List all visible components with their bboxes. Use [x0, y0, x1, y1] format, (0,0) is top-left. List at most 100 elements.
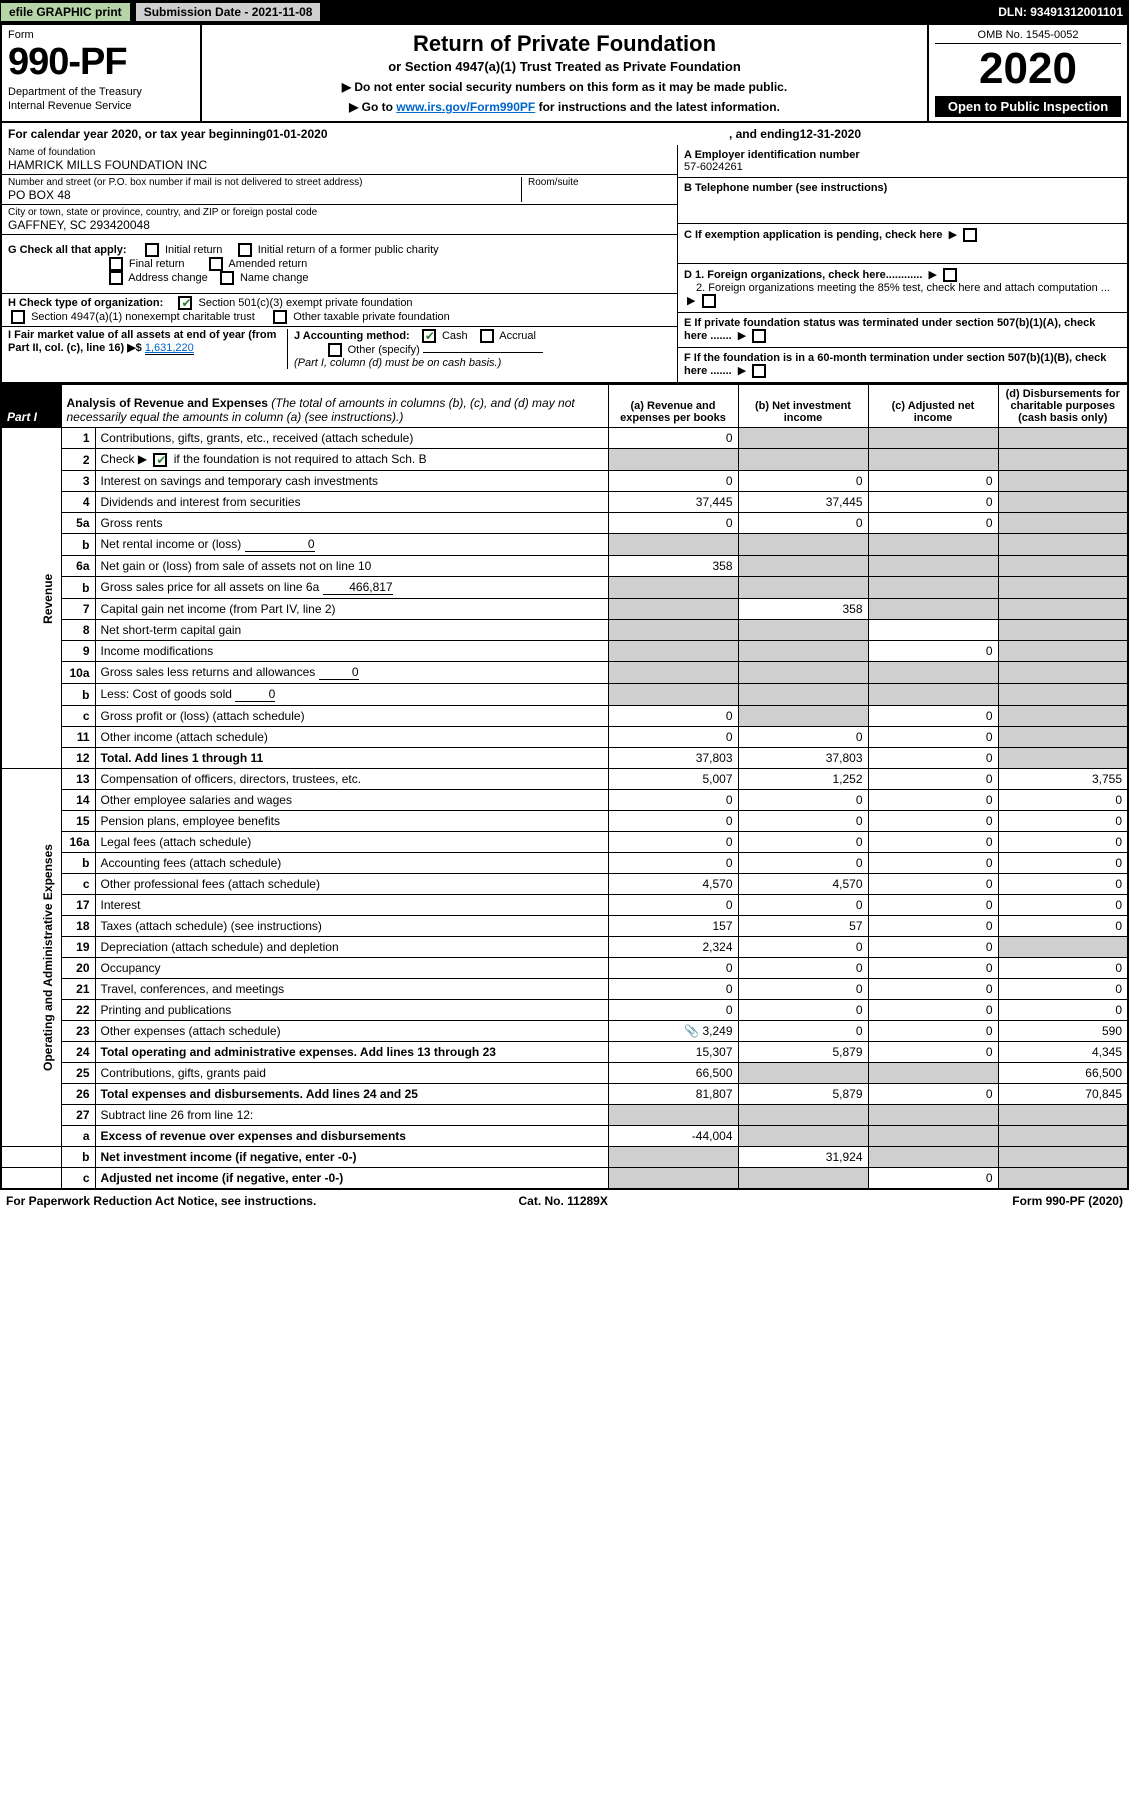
footer-left: For Paperwork Reduction Act Notice, see … [6, 1194, 316, 1208]
row-6a: 6aNet gain or (loss) from sale of assets… [1, 556, 1128, 577]
name-label: Name of foundation [8, 147, 671, 158]
row-11: 11Other income (attach schedule) 000 [1, 727, 1128, 748]
page: efile GRAPHIC print Submission Date - 20… [0, 0, 1129, 1212]
note-link: ▶ Go to www.irs.gov/Form990PF for instru… [212, 100, 917, 114]
a-label: A Employer identification number [684, 149, 860, 161]
calendar-year-row: For calendar year 2020, or tax year begi… [0, 123, 1129, 145]
calyear-pre: For calendar year 2020, or tax year begi… [8, 127, 266, 141]
header-left: Form 990-PF Department of the Treasury I… [2, 25, 202, 121]
chk-other-taxable[interactable] [273, 310, 287, 324]
row-16c: cOther professional fees (attach schedul… [1, 874, 1128, 895]
footer-cat: Cat. No. 11289X [518, 1194, 607, 1208]
id-left: Name of foundation HAMRICK MILLS FOUNDAT… [2, 145, 677, 382]
dept-treasury: Department of the Treasury [8, 86, 194, 98]
chk-d2[interactable] [702, 294, 716, 308]
row-20: 20Occupancy0000 [1, 958, 1128, 979]
chk-initial[interactable] [145, 243, 159, 257]
row-2: 2 Check ▶ if the foundation is not requi… [1, 449, 1128, 471]
chk-cash[interactable] [422, 329, 436, 343]
note-ssn: ▶ Do not enter social security numbers o… [212, 80, 917, 94]
g-label: G Check all that apply: [8, 244, 127, 256]
chk-final[interactable] [109, 257, 123, 271]
attachment-icon[interactable]: 📎 [684, 1024, 699, 1038]
dln: DLN: 93491312001101 [998, 5, 1129, 19]
chk-name-change[interactable] [220, 271, 234, 285]
form-header: Form 990-PF Department of the Treasury I… [0, 24, 1129, 123]
row-26: 26Total expenses and disbursements. Add … [1, 1084, 1128, 1105]
form-label: Form [8, 29, 194, 41]
i-label: I Fair market value of all assets at end… [8, 329, 276, 354]
irs-link[interactable]: www.irs.gov/Form990PF [396, 100, 535, 114]
row-6b: b Gross sales price for all assets on li… [1, 577, 1128, 599]
chk-other-method[interactable] [328, 343, 342, 357]
note-post: for instructions and the latest informat… [539, 100, 780, 114]
col-a: (a) Revenue and expenses per books [608, 385, 738, 428]
h-label: H Check type of organization: [8, 297, 163, 309]
row-8: 8Net short-term capital gain [1, 620, 1128, 641]
row-24: 24Total operating and administrative exp… [1, 1042, 1128, 1063]
tax-year: 2020 [935, 44, 1121, 94]
row-9: 9Income modifications 0 [1, 641, 1128, 662]
row-27c: cAdjusted net income (if negative, enter… [1, 1168, 1128, 1190]
efile-badge: efile GRAPHIC print [0, 2, 131, 22]
row-25: 25Contributions, gifts, grants paid66,50… [1, 1063, 1128, 1084]
col-d: (d) Disbursements for charitable purpose… [998, 385, 1128, 428]
header-right: OMB No. 1545-0052 2020 Open to Public In… [927, 25, 1127, 121]
room-label: Room/suite [528, 177, 671, 188]
col-b: (b) Net investment income [738, 385, 868, 428]
part1-table: Part I Analysis of Revenue and Expenses … [0, 384, 1129, 1190]
row-g: G Check all that apply: Initial return I… [2, 235, 677, 294]
chk-501c3[interactable] [178, 296, 192, 310]
b-label: B Telephone number (see instructions) [684, 182, 887, 194]
j-note: (Part I, column (d) must be on cash basi… [294, 357, 501, 369]
calyear-end: 12-31-2020 [800, 127, 861, 141]
row-22: 22Printing and publications0000 [1, 1000, 1128, 1021]
row-10a: 10a Gross sales less returns and allowan… [1, 662, 1128, 684]
side-expenses: Operating and Administrative Expenses [1, 769, 61, 1147]
row-17: 17Interest0000 [1, 895, 1128, 916]
row-4: 4Dividends and interest from securities … [1, 492, 1128, 513]
submission-date: Submission Date - 2021-11-08 [135, 2, 322, 22]
i-value[interactable]: 1,631,220 [145, 342, 194, 355]
row-5a: 5aGross rents 000 [1, 513, 1128, 534]
chk-amended[interactable] [209, 257, 223, 271]
row-27a: aExcess of revenue over expenses and dis… [1, 1126, 1128, 1147]
chk-schb[interactable] [153, 453, 167, 467]
row-5b: b Net rental income or (loss) 0 [1, 534, 1128, 556]
j-label: J Accounting method: [294, 330, 410, 342]
topbar: efile GRAPHIC print Submission Date - 20… [0, 0, 1129, 24]
e-label: E If private foundation status was termi… [684, 317, 1095, 342]
chk-4947[interactable] [11, 310, 25, 324]
chk-c[interactable] [963, 228, 977, 242]
chk-initial-former[interactable] [238, 243, 252, 257]
chk-accrual[interactable] [480, 329, 494, 343]
chk-f[interactable] [752, 364, 766, 378]
omb-number: OMB No. 1545-0052 [935, 29, 1121, 44]
row-27b: bNet investment income (if negative, ent… [1, 1147, 1128, 1168]
addr-label: Number and street (or P.O. box number if… [8, 177, 521, 188]
chk-addr-change[interactable] [109, 271, 123, 285]
calyear-begin: 01-01-2020 [266, 127, 327, 141]
c-label: C If exemption application is pending, c… [684, 229, 943, 241]
calyear-mid: , and ending [729, 127, 800, 141]
form-number: 990-PF [8, 41, 194, 84]
city-label: City or town, state or province, country… [8, 207, 671, 218]
chk-d1[interactable] [943, 268, 957, 282]
row-10c: cGross profit or (loss) (attach schedule… [1, 706, 1128, 727]
row-14: 14Other employee salaries and wages0000 [1, 790, 1128, 811]
id-block: Name of foundation HAMRICK MILLS FOUNDAT… [0, 145, 1129, 384]
side-revenue: Revenue [1, 428, 61, 769]
irs-label: Internal Revenue Service [8, 100, 194, 112]
row-3: 3Interest on savings and temporary cash … [1, 471, 1128, 492]
part1-title: Analysis of Revenue and Expenses [67, 396, 268, 410]
chk-e[interactable] [752, 329, 766, 343]
ein: 57-6024261 [684, 161, 743, 173]
footer: For Paperwork Reduction Act Notice, see … [0, 1190, 1129, 1212]
row-16a: 16aLegal fees (attach schedule)0000 [1, 832, 1128, 853]
note-pre: ▶ Go to [349, 100, 396, 114]
header-mid: Return of Private Foundation or Section … [202, 25, 927, 121]
row-13: Operating and Administrative Expenses 13… [1, 769, 1128, 790]
f-label: F If the foundation is in a 60-month ter… [684, 352, 1106, 377]
row-23: 23Other expenses (attach schedule)📎 3,24… [1, 1021, 1128, 1042]
row-h: H Check type of organization: Section 50… [2, 294, 677, 327]
